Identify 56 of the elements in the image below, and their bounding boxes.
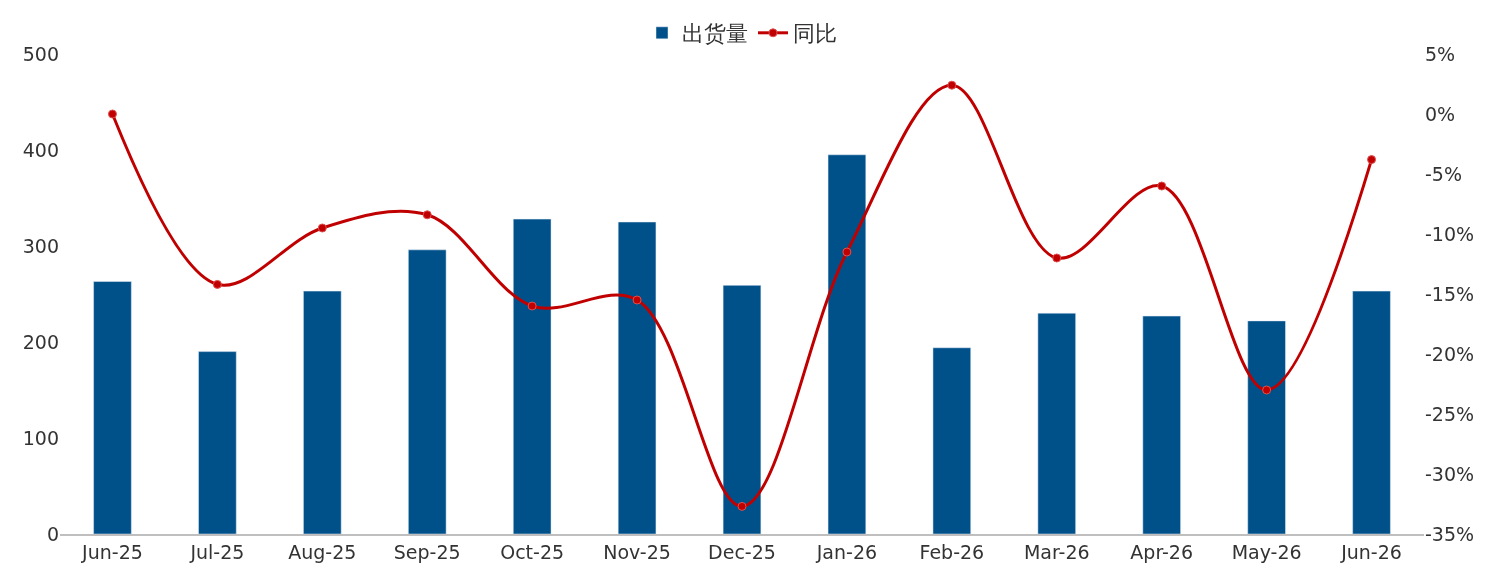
x-tick-label: Jun-25 (81, 540, 143, 563)
point (107, 109, 117, 119)
y2-tick-label: -30% (1425, 462, 1475, 485)
bar (932, 347, 971, 534)
point (1262, 385, 1272, 395)
y2-tick-label: 0% (1425, 102, 1456, 125)
point (842, 247, 852, 257)
point (317, 223, 327, 233)
point (212, 279, 222, 289)
y-tick-label: 400 (22, 138, 59, 161)
bar (827, 154, 867, 534)
x-tick-label: Jun-26 (1340, 540, 1402, 563)
point (527, 301, 537, 311)
bar (408, 249, 447, 534)
point (422, 210, 432, 220)
y-tick-label: 300 (22, 234, 59, 257)
legend-label: 同比 (793, 21, 837, 47)
x-tick-label: Jul-25 (189, 540, 245, 563)
point (1052, 253, 1062, 263)
y2-tick-label: -5% (1425, 162, 1462, 185)
x-tick-label: Aug-25 (288, 540, 357, 563)
legend-label: 出货量 (682, 21, 748, 47)
bar (198, 351, 237, 534)
bar (1247, 320, 1286, 534)
x-tick-label: Dec-25 (708, 540, 776, 563)
x-tick-label: May-26 (1231, 540, 1302, 563)
bar (1037, 312, 1076, 534)
bar (617, 221, 657, 534)
y-tick-label: 0 (46, 522, 59, 545)
x-tick-label: Nov-25 (603, 540, 671, 563)
bar (303, 290, 342, 534)
y2-tick-label: -25% (1425, 402, 1475, 425)
point (1157, 181, 1167, 191)
y2-tick-label: 5% (1425, 42, 1456, 65)
bar (722, 285, 762, 534)
bar (1142, 315, 1181, 534)
y2-tick-label: -10% (1425, 222, 1475, 245)
y-tick-label: 200 (22, 330, 59, 353)
y-tick-label: 100 (22, 426, 59, 449)
y2-tick-label: -35% (1425, 522, 1475, 545)
point (1367, 155, 1377, 165)
x-tick-label: Mar-26 (1023, 540, 1090, 563)
bar (1352, 290, 1391, 534)
x-tick-label: Sep-25 (393, 540, 461, 563)
bar (93, 281, 132, 534)
y2-tick-label: -15% (1425, 282, 1475, 305)
x-tick-label: Jan-26 (815, 540, 878, 563)
point (947, 80, 957, 90)
x-tick-label: Feb-26 (919, 540, 985, 563)
y-tick-label: 500 (22, 42, 59, 65)
y2-tick-label: -20% (1425, 342, 1475, 365)
x-tick-label: Apr-26 (1130, 540, 1194, 563)
point (632, 295, 642, 305)
x-tick-label: Oct-25 (500, 540, 565, 563)
bar (513, 218, 552, 534)
point (737, 501, 747, 511)
